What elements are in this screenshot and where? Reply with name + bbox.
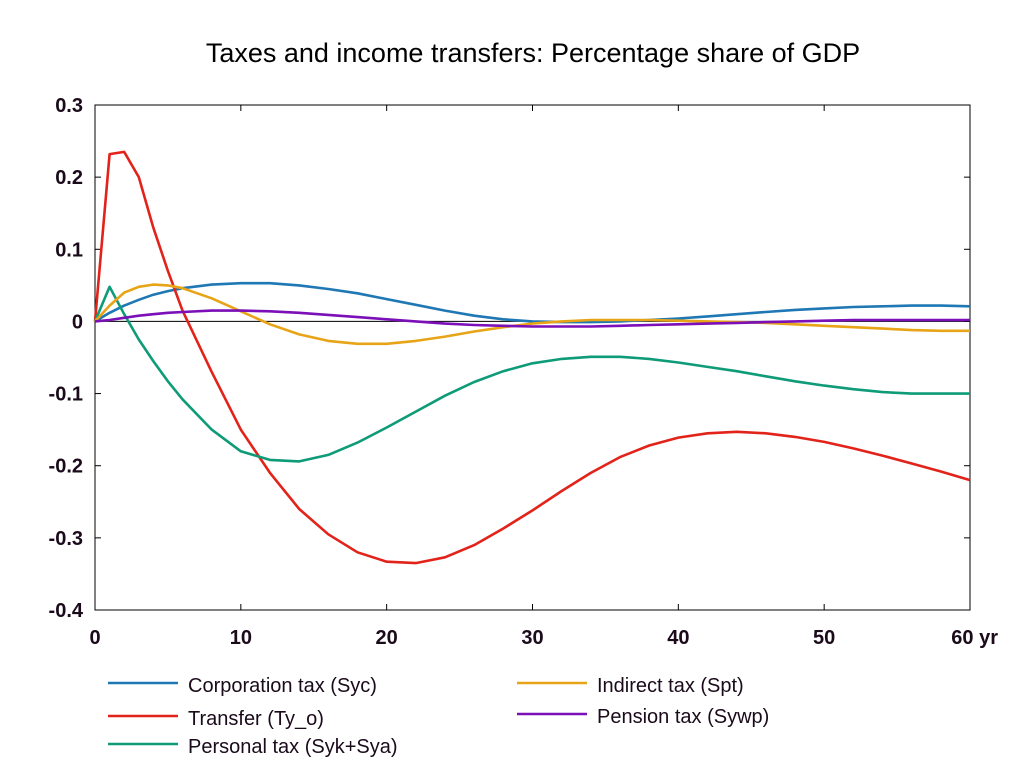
y-tick-label: -0.4 — [49, 600, 84, 622]
series-line-1 — [94, 281, 971, 324]
legend-label-1: Corporation tax (Syc) — [188, 675, 377, 697]
legend-label-2: Transfer (Ty_o) — [188, 708, 324, 730]
plot-frame — [94, 104, 971, 611]
series-line-5 — [94, 309, 970, 328]
series-line-2 — [93, 150, 971, 565]
plot-area: -0.4 -0.3 -0.2 -0.1 0 0.1 0.2 0.3 0 10 20 30 40 50 60 … — [49, 95, 999, 649]
legend-label-4: Indirect tax (Spt) — [597, 675, 744, 697]
x-tick-label: 50 — [813, 627, 835, 649]
legend-label-3: Personal tax (Syk+Sya) — [188, 736, 398, 758]
y-tick-label: -0.2 — [49, 456, 83, 478]
y-tick-label: 0.1 — [55, 239, 83, 261]
x-tick-label: 30 — [521, 627, 543, 649]
y-tick-label: 0.3 — [55, 95, 83, 117]
legend-label-5: Pension tax (Sywp) — [597, 706, 769, 728]
x-tick-label: 20 — [376, 627, 398, 649]
y-tick-label: -0.3 — [49, 528, 83, 550]
y-tick-label: 0 — [72, 311, 83, 333]
y-tick-label: -0.1 — [49, 384, 83, 406]
chart-title: Taxes and income transfers: Percentage s… — [206, 38, 860, 68]
series-line-4 — [94, 283, 970, 346]
x-tick-label: 10 — [230, 627, 252, 649]
y-tick-label: 0.2 — [55, 167, 83, 189]
series-line-3 — [93, 285, 970, 463]
legend: Corporation tax (Syc) Transfer (Ty_o) Pers… — [108, 675, 769, 758]
x-tick-label: 60 yr — [951, 627, 998, 649]
x-tick-label: 40 — [667, 627, 689, 649]
x-tick-label: 0 — [89, 627, 100, 649]
